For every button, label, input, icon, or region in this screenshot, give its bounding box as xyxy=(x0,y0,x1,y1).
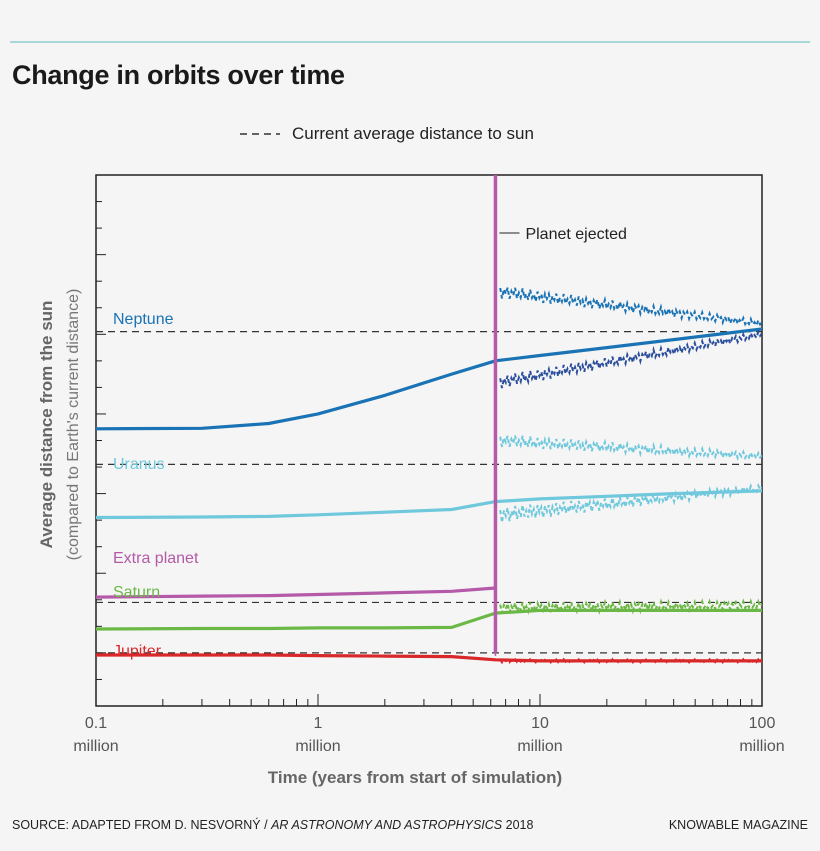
series-label-saturn: Saturn xyxy=(113,584,160,601)
x-tick-sublabel: million xyxy=(73,738,118,755)
x-tick-label: 10 xyxy=(531,715,549,732)
x-tick-label: 100 xyxy=(749,715,776,732)
chart-title: Change in orbits over time xyxy=(12,60,345,90)
legend: Current average distance to sun xyxy=(240,124,534,144)
x-tick-label: 1 xyxy=(314,715,323,732)
x-tick-label: 0.1 xyxy=(85,715,107,732)
uranus-upper-trace xyxy=(499,434,762,462)
uranus-lower-trace xyxy=(499,482,762,523)
brand-name: KNOWABLE MAGAZINE xyxy=(668,818,808,832)
jupiter-band-trace xyxy=(499,657,762,665)
saturn-band-trace xyxy=(499,598,762,616)
source-year: 2018 xyxy=(502,818,534,832)
series-label-uranus: Uranus xyxy=(113,456,165,473)
source-prefix: SOURCE: ADAPTED FROM D. NESVORNÝ / xyxy=(12,818,272,832)
series-line-jupiter xyxy=(96,653,762,663)
series-line-extra-planet xyxy=(96,586,496,599)
source-journal: AR ASTRONOMY AND ASTROPHYSICS xyxy=(271,818,503,832)
series-label-jupiter: Jupiter xyxy=(113,643,162,660)
x-tick-sublabel: million xyxy=(517,738,562,755)
top-rule xyxy=(10,41,810,43)
plot-area xyxy=(96,175,762,665)
source-credit: SOURCE: ADAPTED FROM D. NESVORNÝ / AR AS… xyxy=(12,818,533,832)
series-label-extra-planet: Extra planet xyxy=(113,550,199,567)
y-axis-title: Average distance from the sun xyxy=(37,301,56,549)
series-label-neptune: Neptune xyxy=(113,311,174,328)
x-tick-sublabel: million xyxy=(295,738,340,755)
series-line-neptune xyxy=(96,327,762,431)
neptune-upper-trace xyxy=(499,285,762,328)
neptune-lower-trace xyxy=(499,329,762,389)
y-axis-subtitle: (compared to Earth's current distance) xyxy=(65,289,82,561)
x-axis-title: Time (years from start of simulation) xyxy=(268,768,562,787)
dashed-line-swatch xyxy=(240,133,280,135)
series-line-saturn xyxy=(96,608,762,631)
legend-dashed-label: Current average distance to sun xyxy=(292,124,534,143)
series-line-uranus xyxy=(96,489,762,520)
x-tick-sublabel: million xyxy=(739,738,784,755)
ejection-label: Planet ejected xyxy=(525,226,626,243)
